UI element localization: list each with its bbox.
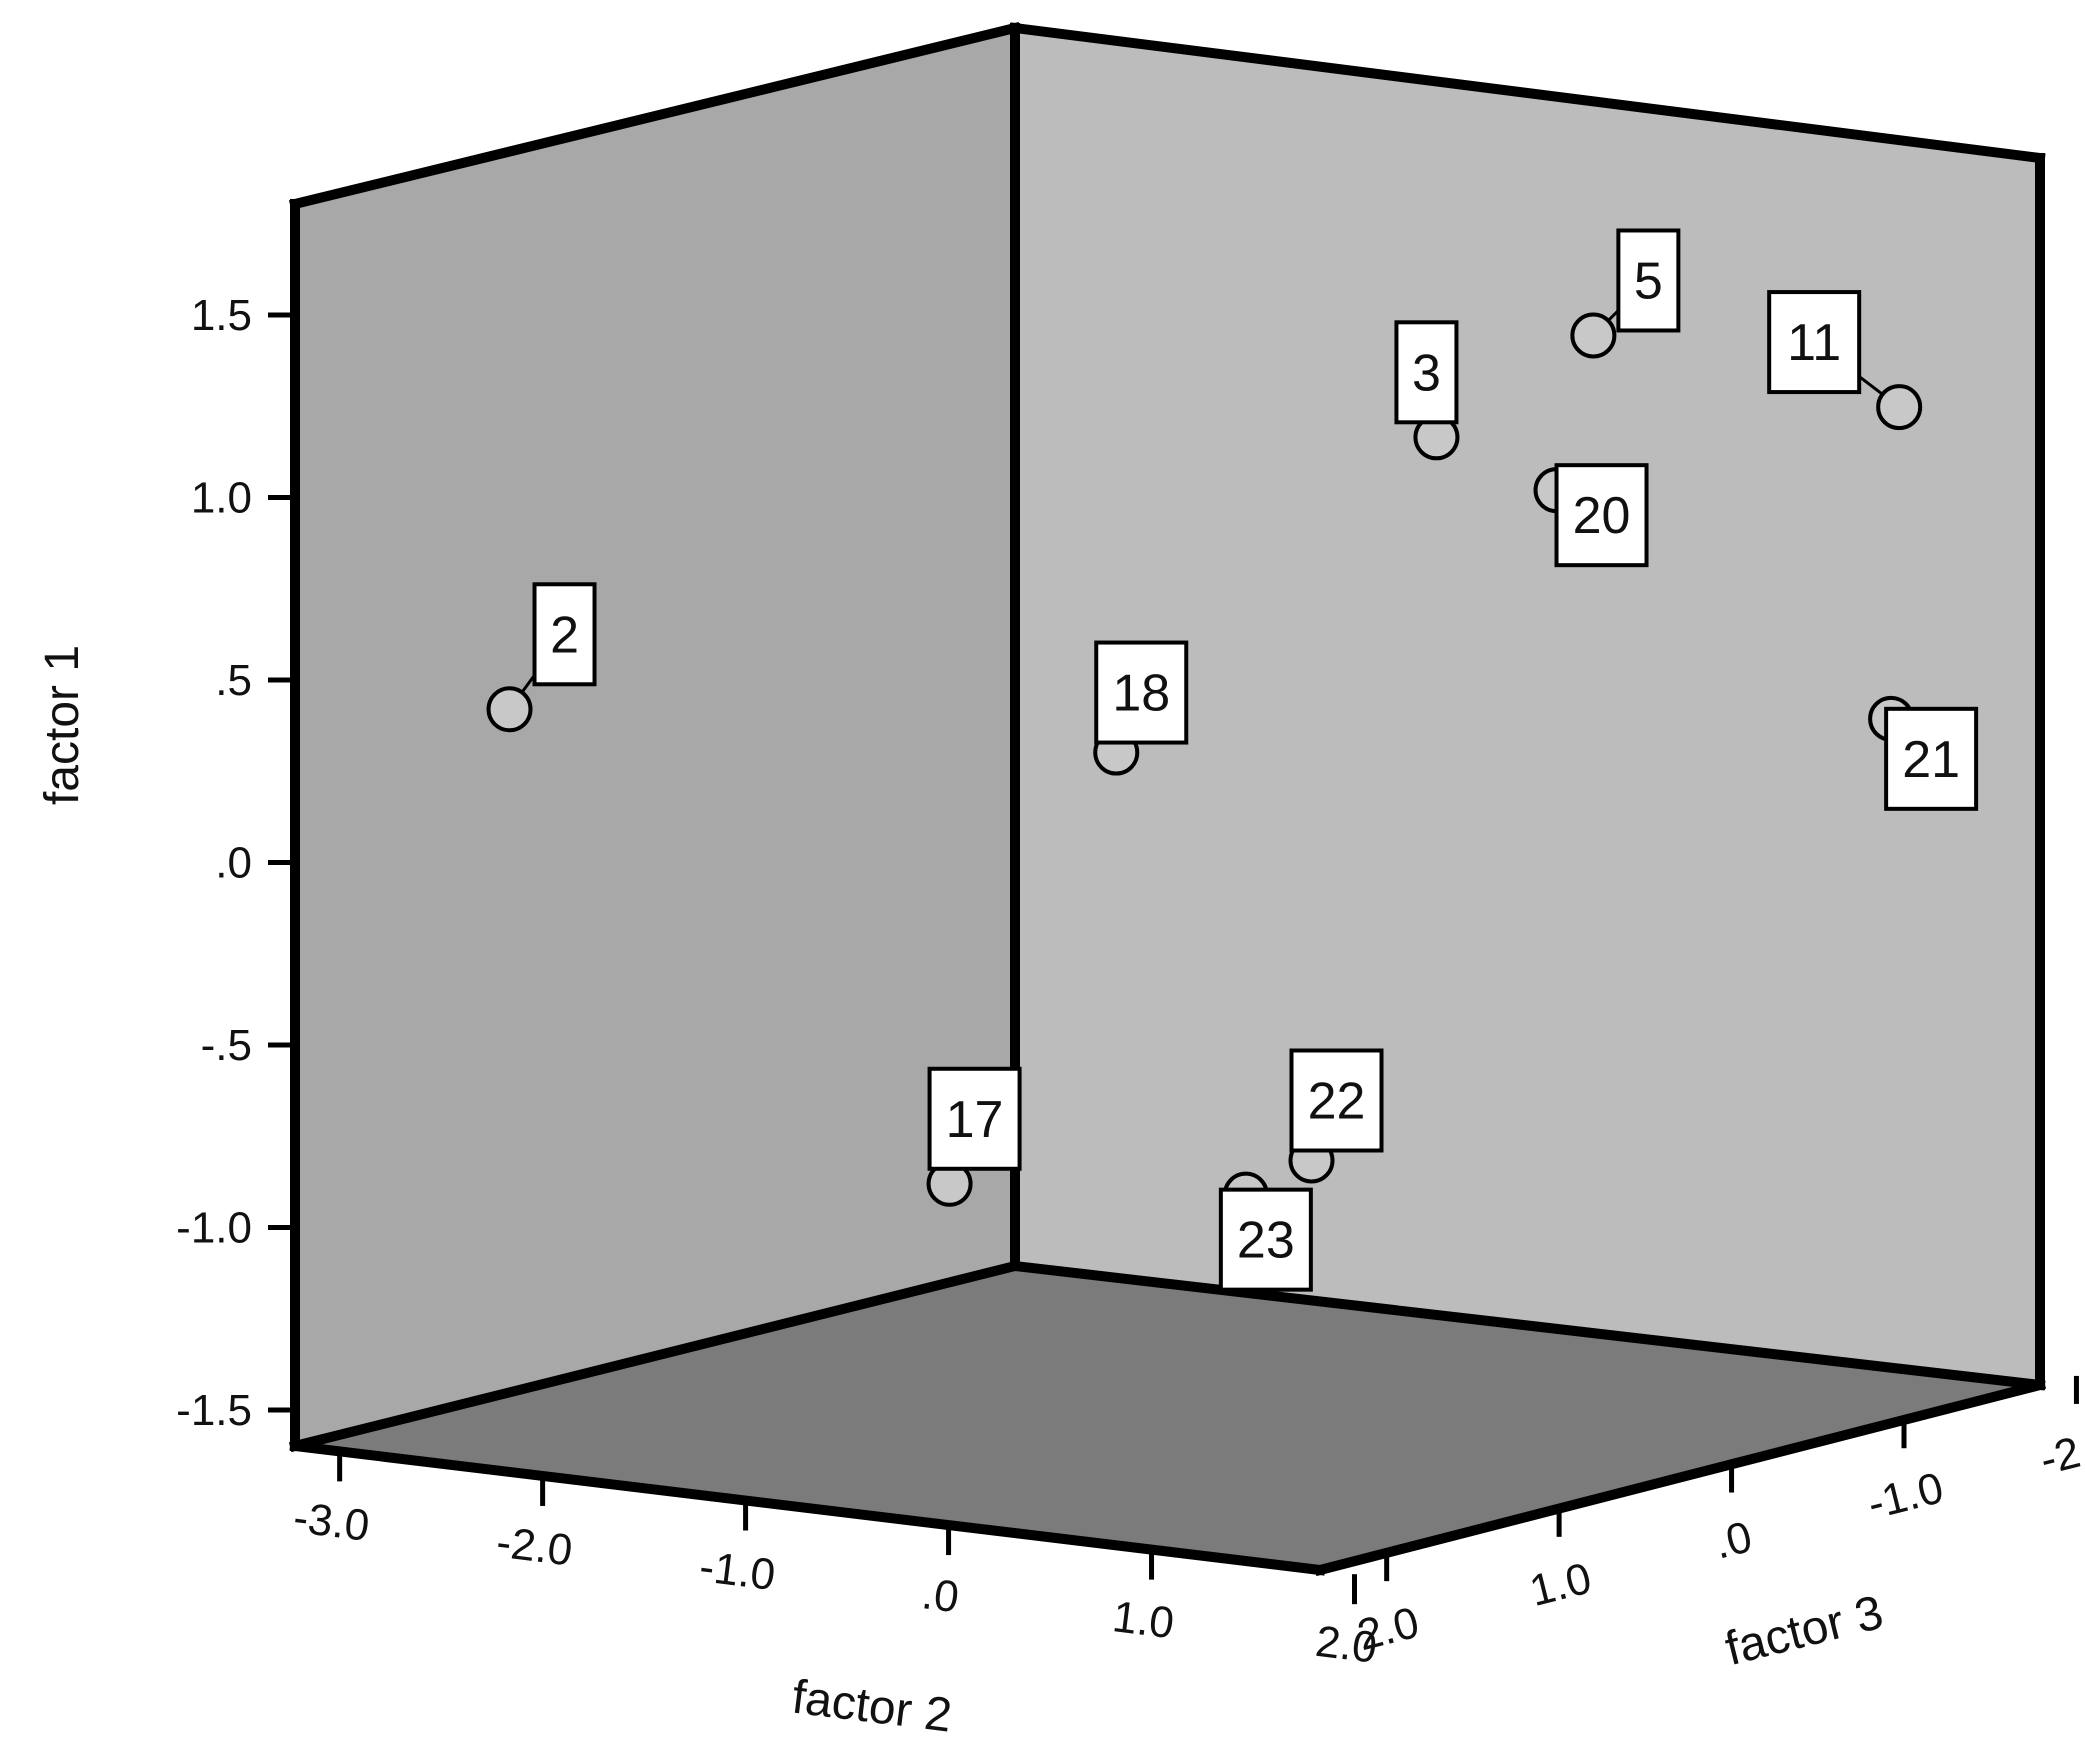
point-label-box xyxy=(1767,290,1862,395)
x-tick-label: .0 xyxy=(919,1569,961,1622)
x-tick-label: -2.0 xyxy=(494,1518,575,1576)
y-tick-label: 1.5 xyxy=(191,291,252,340)
point-label-box xyxy=(1094,640,1189,745)
y-axis: 1.5 1.0 .5 .0 -.5 -1.0 -1.5 xyxy=(176,291,295,1435)
point-label: 11 xyxy=(1787,314,1841,372)
y-tick-label: -1.0 xyxy=(176,1204,252,1253)
data-point: 23 xyxy=(1218,1171,1313,1292)
x-tick-label: -1.0 xyxy=(697,1542,778,1600)
cube-frame xyxy=(288,21,2047,1577)
data-point: 21 xyxy=(1868,695,1979,811)
x-tick-label: 1.0 xyxy=(1110,1592,1177,1648)
data-point: 22 xyxy=(1288,1048,1384,1184)
point-label: 21 xyxy=(1902,731,1960,789)
point-label-box xyxy=(927,1066,1022,1171)
y-axis-title: factor 1 xyxy=(36,645,89,805)
point-label: 23 xyxy=(1237,1212,1295,1270)
point-label-box xyxy=(1554,463,1649,568)
point-label-box xyxy=(1218,1187,1313,1292)
point-label-box xyxy=(1884,706,1979,811)
point-marker xyxy=(486,686,533,733)
point-label: 22 xyxy=(1308,1073,1366,1131)
y-tick-label: .5 xyxy=(215,656,252,705)
y-tick-label: 1.0 xyxy=(191,474,252,523)
data-point: 5 xyxy=(1570,228,1681,359)
z-tick-label: 1.0 xyxy=(1525,1554,1596,1616)
left-wall xyxy=(295,28,1015,1446)
point-label: 3 xyxy=(1412,344,1441,402)
y-tick-label: -1.5 xyxy=(176,1386,252,1435)
x-tick-label: -3.0 xyxy=(291,1493,372,1551)
y-tick-label: .0 xyxy=(215,839,252,888)
point-label: 2 xyxy=(550,606,579,664)
point-label: 18 xyxy=(1112,665,1170,723)
z-tick-label: -2.0 xyxy=(2035,1419,2085,1485)
x-tick-label: 2.0 xyxy=(1313,1617,1380,1673)
z-tick-label: .0 xyxy=(1709,1512,1756,1568)
data-point: 2 xyxy=(486,582,597,733)
point-label-box xyxy=(1394,320,1459,425)
point-marker xyxy=(1570,312,1617,359)
z-axis: 2.0 1.0 .0 -1.0 -2.0 xyxy=(1353,1375,2085,1660)
z-axis-title: factor 3 xyxy=(1720,1586,1888,1676)
z-tick-label: -1.0 xyxy=(1863,1463,1948,1529)
data-point: 11 xyxy=(1767,290,1923,431)
point-label: 17 xyxy=(946,1091,1004,1149)
data-point: 20 xyxy=(1533,463,1649,568)
point-marker xyxy=(1876,384,1923,431)
x-axis: -3.0 -2.0 -1.0 .0 1.0 2.0 xyxy=(291,1451,1380,1673)
point-label: 5 xyxy=(1634,252,1663,310)
data-point: 3 xyxy=(1394,320,1460,461)
y-tick-label: -.5 xyxy=(201,1021,252,1070)
point-label-box xyxy=(1616,228,1681,333)
z-tick-label: 2.0 xyxy=(1353,1598,1424,1660)
point-label: 20 xyxy=(1573,487,1631,545)
point-label-box xyxy=(1289,1048,1384,1153)
x-axis-title: factor 2 xyxy=(789,1671,954,1743)
data-point: 17 xyxy=(926,1066,1022,1207)
data-point: 18 xyxy=(1093,640,1189,776)
point-label-box xyxy=(532,582,597,687)
